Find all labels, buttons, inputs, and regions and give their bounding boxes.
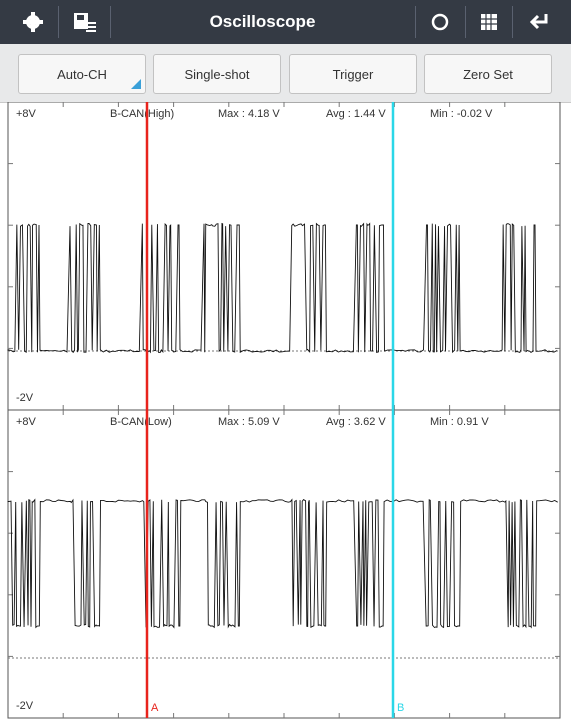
avg-value: Avg : 1.44 V (326, 108, 386, 120)
save-icon[interactable] (74, 13, 96, 32)
auto-ch-button[interactable]: Auto-CH (18, 54, 146, 94)
scope-area: +8V B-CAN(High) Max : 4.18 V Avg : 1.44 V Mi… (7, 102, 561, 719)
separator (512, 6, 513, 38)
back-icon[interactable] (529, 14, 548, 30)
dropdown-indicator (131, 79, 141, 89)
button-label: Single-shot (184, 67, 250, 82)
scale-top-label: +8V (16, 108, 37, 120)
header-icons (23, 12, 548, 32)
min-value: Min : -0.02 V (430, 108, 493, 120)
waveform (7, 498, 558, 629)
zero-set-button[interactable]: Zero Set (424, 54, 552, 94)
button-label: Zero Set (463, 67, 513, 82)
cursor-label: B (397, 702, 404, 714)
separator (465, 6, 466, 38)
toolbar: Auto-CH Single-shot Trigger Zero Set (0, 44, 571, 103)
trigger-button[interactable]: Trigger (289, 54, 417, 94)
header: Oscilloscope (0, 0, 571, 44)
button-label: Trigger (332, 67, 374, 82)
title: Oscilloscope (209, 12, 316, 31)
avg-value: Avg : 3.62 V (326, 416, 386, 428)
cursor-label: A (151, 702, 159, 714)
scale-bottom-label: -2V (16, 392, 34, 404)
waveform (7, 222, 558, 354)
channel-name: B-CAN(High) (110, 108, 174, 120)
button-label: Auto-CH (57, 67, 107, 82)
separator (415, 6, 416, 38)
channel-name: B-CAN(Low) (110, 416, 172, 428)
single-shot-button[interactable]: Single-shot (153, 54, 281, 94)
separator (110, 6, 111, 38)
scale-top-label: +8V (16, 416, 37, 428)
settings-icon[interactable] (23, 12, 43, 32)
refresh-icon[interactable] (431, 13, 449, 31)
max-value: Max : 4.18 V (218, 108, 280, 120)
scale-bottom-label: -2V (16, 700, 34, 712)
max-value: Max : 5.09 V (218, 416, 280, 428)
min-value: Min : 0.91 V (430, 416, 489, 428)
channel-panel (7, 409, 561, 719)
grid-icon[interactable] (481, 14, 497, 30)
separator (58, 6, 59, 38)
